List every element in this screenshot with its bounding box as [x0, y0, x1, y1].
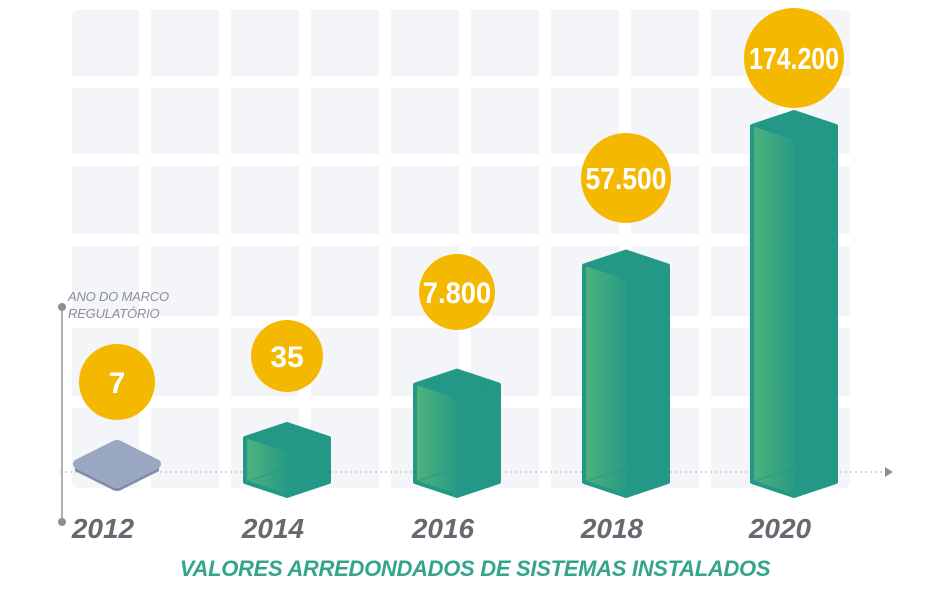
bar-right-face — [287, 438, 329, 496]
x-axis-arrow — [885, 467, 893, 477]
grid-line-vertical — [219, 10, 231, 488]
value-label-circle — [79, 344, 155, 420]
bar-base-line — [244, 467, 330, 483]
bars — [73, 110, 838, 498]
value-label-circle — [744, 8, 844, 108]
value-label: 174.200 — [749, 41, 839, 76]
value-label-circle — [419, 254, 495, 330]
x-tick-label: 2020 — [748, 513, 812, 544]
bar-top-face — [415, 370, 499, 399]
grid-line-vertical — [379, 10, 391, 488]
bar — [413, 368, 501, 498]
grid-line-horizontal — [72, 154, 850, 166]
regulatory-milestone-annotation: ANO DO MARCO REGULATÓRIO — [68, 288, 169, 322]
bar-right-face — [457, 384, 499, 496]
value-label-circle — [581, 133, 671, 223]
annotation-line-1: ANO DO MARCO — [68, 289, 169, 304]
x-tick-label: 2012 — [71, 513, 135, 544]
value-label-circle — [251, 320, 323, 392]
bar-right-face — [626, 265, 668, 496]
bar-top-face — [584, 251, 668, 280]
x-axis-title: VALORES ARREDONDADOS DE SISTEMAS INSTALA… — [179, 556, 771, 581]
grid-line-horizontal — [72, 234, 850, 246]
value-label: 7 — [109, 367, 126, 400]
bar — [750, 110, 838, 498]
bar-base-line — [583, 467, 669, 483]
bar-right-face — [794, 126, 836, 496]
x-tick-label: 2014 — [241, 513, 305, 544]
annotation-dot-bottom — [58, 518, 66, 526]
annotation-line-2: REGULATÓRIO — [68, 306, 160, 321]
bar — [243, 422, 331, 498]
bar-top-face — [752, 112, 836, 140]
grid-line-vertical — [539, 10, 551, 488]
x-tick-labels: 2012 2014 2016 2018 2020 — [71, 513, 812, 544]
bar — [582, 249, 670, 498]
grid-line-vertical — [459, 10, 471, 488]
bar-base-line — [751, 467, 837, 483]
annotation-dot-top — [58, 303, 66, 311]
grid-line-horizontal — [72, 76, 850, 88]
value-label: 57.500 — [586, 161, 667, 196]
axes — [58, 303, 893, 526]
x-tick-label: 2018 — [580, 513, 644, 544]
value-labels: 7 35 7.800 57.500 174.200 — [79, 8, 844, 420]
bar-2012-tile — [73, 440, 161, 488]
grid-line-vertical — [699, 10, 711, 488]
x-tick-label: 2016 — [411, 513, 475, 544]
bar-top-face — [245, 424, 329, 452]
bar-base-line — [414, 467, 500, 483]
value-label: 7.800 — [423, 277, 491, 310]
value-label: 35 — [270, 341, 303, 374]
bar — [73, 440, 161, 491]
